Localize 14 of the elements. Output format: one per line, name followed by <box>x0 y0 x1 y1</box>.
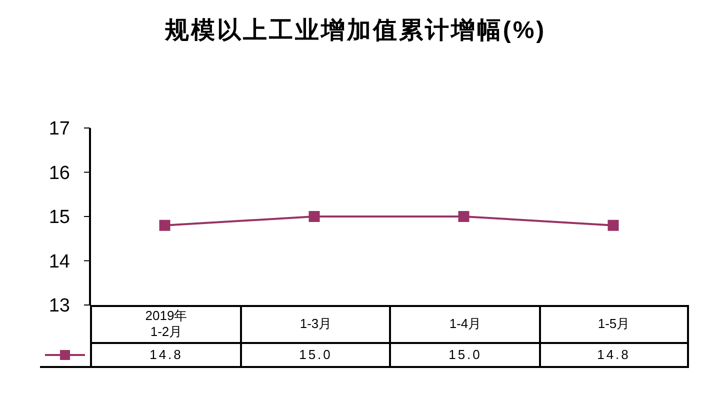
y-tick-label: 16 <box>48 162 70 184</box>
data-label: 14.8 <box>90 343 240 368</box>
data-label: 15.0 <box>240 343 390 368</box>
x-tick-label: 1-3月 <box>240 305 390 344</box>
y-tick-label: 14 <box>48 251 70 272</box>
y-tick-label: 13 <box>48 296 70 317</box>
data-label: 14.8 <box>538 343 689 368</box>
chart-title: 规模以上工业增加值累计增幅(%) <box>164 16 548 46</box>
x-tick-label: 1-5月 <box>538 305 689 344</box>
y-tick-label: 17 <box>48 118 70 140</box>
x-tick-label: 1-4月 <box>389 305 540 344</box>
y-tick-label: 15 <box>48 207 70 228</box>
data-label: 15.0 <box>389 343 540 368</box>
x-tick-label: 2019年 1-2月 <box>90 305 240 344</box>
